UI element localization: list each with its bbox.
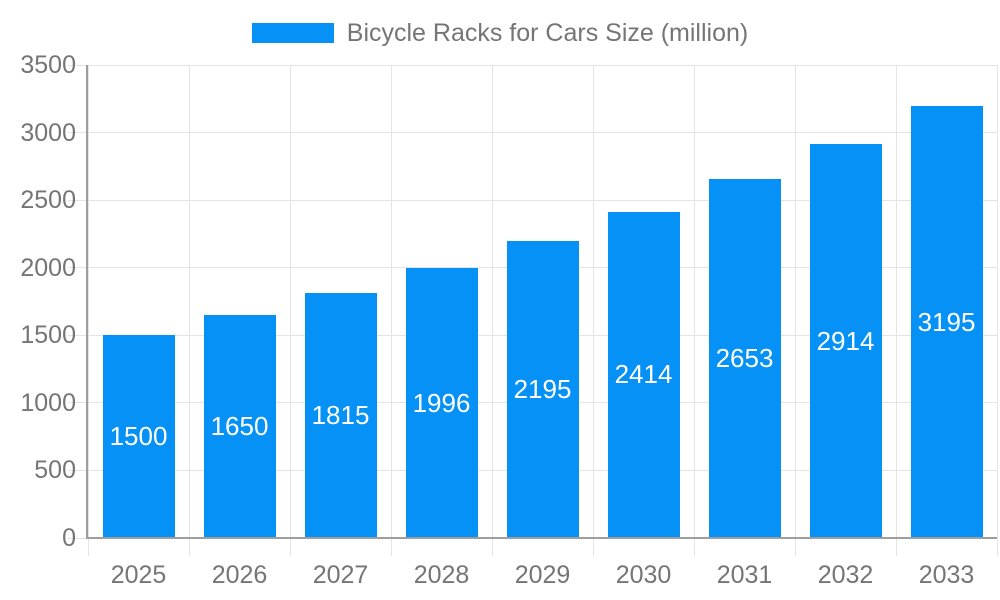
bar-value-label: 1500 [109,421,168,452]
bar: 1996 [405,268,478,538]
x-gridline [289,65,291,556]
bar: 2414 [607,211,680,538]
bar: 2914 [809,144,882,538]
y-tick-label: 2000 [20,253,76,282]
bar-value-label: 2914 [816,325,875,356]
y-tick-label: 3500 [20,51,76,79]
y-gridline [68,132,997,134]
bar-value-label: 1650 [210,411,269,441]
y-gridline [68,64,997,66]
bar: 2195 [506,241,579,538]
y-tick-label: 500 [34,456,76,485]
y-tick-label: 2500 [20,186,76,215]
x-gridline [188,65,190,556]
x-tick-label: 2029 [514,561,571,589]
y-tick-label: 1500 [20,321,76,350]
bar-value-label: 1996 [412,387,471,418]
x-tick-label: 2033 [918,561,975,589]
y-tick-label: 1000 [20,388,76,417]
bar-value-label: 3195 [917,306,976,337]
legend-label: Bicycle Racks for Cars Size (million) [346,18,749,47]
plot-area: 0 500 1000 1500 2000 2500 3000 3500 1500 1650 1815… [20,51,998,589]
legend-swatch [251,23,334,43]
x-tick-label: 2032 [817,561,874,589]
legend: Bicycle Racks for Cars Size (million) [0,18,1000,47]
x-tick-label: 2028 [413,561,470,589]
bar-value-label: 2653 [715,343,774,374]
x-gridline [693,65,695,556]
bar: 1500 [102,335,175,538]
bar: 1650 [203,315,276,538]
bar-value-label: 2195 [513,374,572,405]
x-gridline [87,65,89,556]
y-axis-line [86,65,88,538]
x-gridline [491,65,493,556]
x-tick-label: 2025 [110,561,167,589]
y-tick-label: 0 [62,524,76,552]
x-tick-label: 2027 [312,561,369,589]
bar-value-label: 1815 [311,399,370,430]
y-gridline [68,199,997,201]
bar: 2653 [708,179,781,538]
x-tick-label: 2026 [211,561,268,589]
x-gridline [592,65,594,556]
x-axis-line [86,537,997,539]
x-gridline [895,65,897,556]
bar: 3195 [910,106,983,538]
bar-value-label: 2414 [614,359,673,390]
bar: 1815 [304,292,377,538]
x-tick-label: 2030 [615,561,672,589]
y-tick-label: 3000 [20,118,76,147]
x-tick-label: 2031 [716,561,773,589]
x-gridline [390,65,392,556]
x-gridline [794,65,796,556]
x-gridline [996,65,998,556]
